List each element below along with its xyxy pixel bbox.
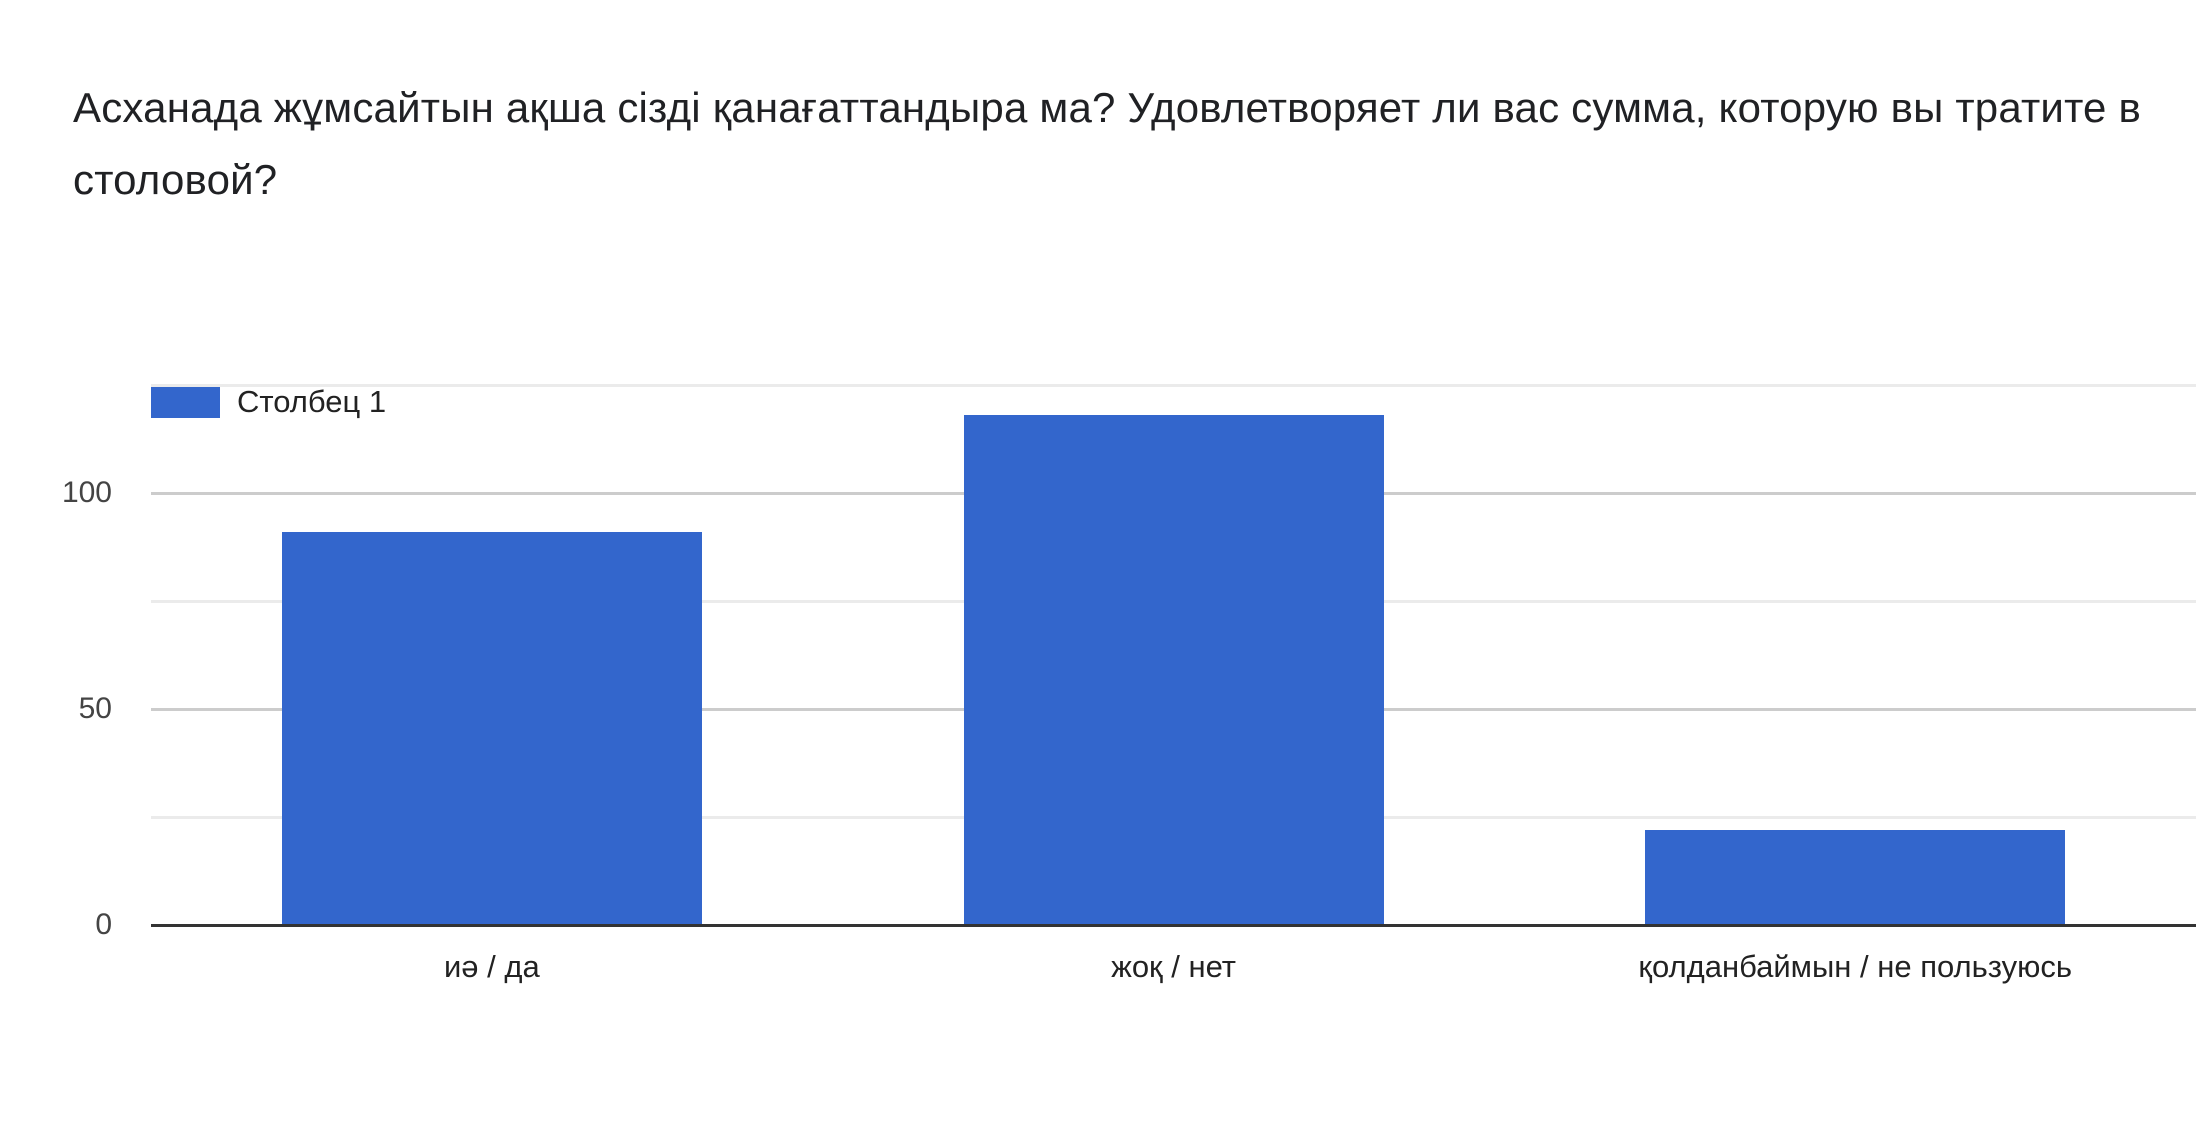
- bar: [1645, 829, 2066, 925]
- y-tick-label: 0: [95, 908, 112, 941]
- chart-title: Асханада жұмсайтын ақша сізді қанағаттан…: [73, 84, 2141, 203]
- x-axis-label: қолданбаймын / не пользуюсь: [1638, 949, 2073, 984]
- bar: [963, 415, 1384, 925]
- legend: Столбец 1: [151, 385, 386, 418]
- y-tick-label: 100: [61, 476, 112, 509]
- legend-label: Столбец 1: [237, 384, 387, 419]
- bar: [281, 531, 702, 925]
- x-axis-label: иә / да: [443, 949, 540, 984]
- legend-swatch: [151, 385, 220, 418]
- minor-gridline: [151, 384, 2196, 387]
- x-axis-label: жоқ / нет: [1111, 949, 1236, 984]
- y-tick-label: 50: [78, 692, 112, 725]
- x-axis-baseline: [151, 924, 2196, 927]
